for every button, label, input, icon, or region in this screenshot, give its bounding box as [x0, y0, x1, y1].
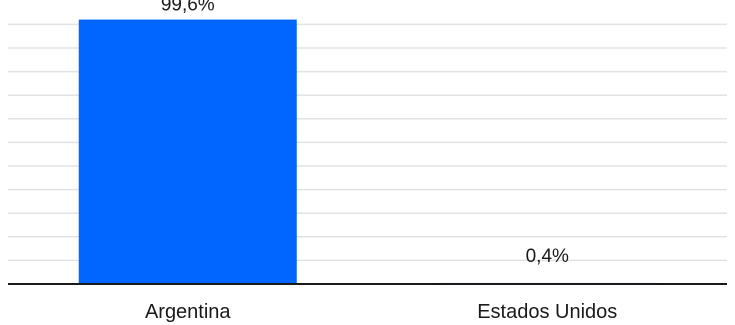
x-tick-label: Argentina: [145, 301, 231, 323]
data-label: 0,4%: [526, 246, 569, 267]
x-tick-label: Estados Unidos: [477, 301, 617, 323]
x-tick-labels: Argentina Estados Unidos: [145, 301, 617, 323]
data-labels: 99,6% 0,4%: [161, 0, 569, 267]
bars: [78, 19, 657, 284]
bar-argentina: [78, 19, 297, 284]
data-label: 99,6%: [161, 0, 215, 16]
